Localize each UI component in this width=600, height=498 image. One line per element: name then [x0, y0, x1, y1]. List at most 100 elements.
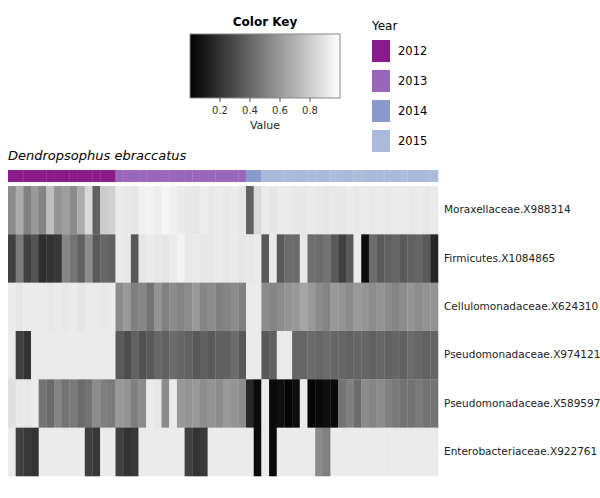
color-key-tick-label: 0.8	[302, 105, 318, 116]
heatmap-cell	[100, 283, 108, 332]
heatmap-cell	[16, 428, 24, 477]
heatmap-cell	[23, 379, 31, 428]
heatmap-cell	[369, 283, 377, 332]
legend-swatch	[372, 130, 390, 152]
heatmap-cell	[284, 331, 292, 380]
heatmap-cell	[131, 283, 139, 332]
heatmap-cell	[200, 331, 208, 380]
heatmap-cell	[292, 428, 300, 477]
heatmap-cell	[400, 428, 408, 477]
year-bar-cell	[39, 170, 47, 182]
heatmap-cell	[85, 379, 93, 428]
heatmap-cell	[223, 234, 231, 283]
heatmap-cell	[85, 234, 93, 283]
heatmap-cell	[277, 331, 285, 380]
heatmap-cell	[346, 234, 354, 283]
heatmap-cell	[384, 331, 392, 380]
heatmap-cell	[139, 234, 147, 283]
legend-entry: 2012	[398, 44, 427, 58]
heatmap-cell	[277, 283, 285, 332]
heatmap-cell	[39, 331, 47, 380]
heatmap-cell	[177, 283, 185, 332]
year-bar-cell	[246, 170, 254, 182]
year-bar-cell	[223, 170, 231, 182]
heatmap-cell	[277, 428, 285, 477]
heatmap-cell	[300, 428, 308, 477]
heatmap-cell	[77, 283, 85, 332]
heatmap-cell	[169, 283, 177, 332]
year-bar-cell	[338, 170, 346, 182]
heatmap-cell	[54, 331, 62, 380]
heatmap-cell	[261, 379, 269, 428]
heatmap-cell	[46, 283, 54, 332]
year-bar-cell	[131, 170, 139, 182]
year-bar-cell	[361, 170, 369, 182]
year-bar-cell	[254, 170, 262, 182]
year-bar-cell	[177, 170, 185, 182]
heatmap-cell	[177, 379, 185, 428]
heatmap-cell	[192, 428, 200, 477]
row-label: Pseudomonadaceae.X589597	[444, 397, 600, 409]
heatmap-cell	[46, 234, 54, 283]
heatmap-cell	[369, 331, 377, 380]
heatmap-cell	[392, 186, 400, 235]
heatmap-cell	[369, 428, 377, 477]
heatmap-cell	[269, 428, 277, 477]
heatmap-cell	[108, 186, 116, 235]
heatmap-cell	[231, 186, 239, 235]
heatmap-cell	[384, 234, 392, 283]
year-bar	[8, 170, 438, 182]
heatmap-cell	[238, 379, 246, 428]
heatmap-cell	[154, 379, 162, 428]
heatmap-cell	[238, 428, 246, 477]
heatmap-cell	[108, 234, 116, 283]
heatmap-cell	[300, 234, 308, 283]
heatmap-cell	[131, 186, 139, 235]
heatmap-cell	[8, 428, 16, 477]
heatmap-cell	[323, 331, 331, 380]
heatmap-cell	[277, 379, 285, 428]
heatmap-cell	[392, 379, 400, 428]
heatmap-cell	[100, 234, 108, 283]
heatmap-cell	[369, 186, 377, 235]
heatmap-cell	[139, 379, 147, 428]
year-bar-cell	[346, 170, 354, 182]
heatmap-cell	[423, 283, 431, 332]
year-bar-cell	[354, 170, 362, 182]
heatmap-cell	[246, 186, 254, 235]
heatmap-cell	[54, 283, 62, 332]
heatmap-cell	[162, 283, 170, 332]
year-bar-cell	[400, 170, 408, 182]
heatmap-cell	[208, 331, 216, 380]
heatmap-cell	[415, 234, 423, 283]
heatmap-cell	[254, 234, 262, 283]
year-bar-cell	[384, 170, 392, 182]
heatmap-cell	[215, 186, 223, 235]
heatmap-cell	[139, 283, 147, 332]
heatmap-cell	[315, 234, 323, 283]
heatmap-cell	[430, 331, 438, 380]
heatmap-cell	[269, 331, 277, 380]
heatmap-cell	[169, 186, 177, 235]
heatmap-cell	[384, 379, 392, 428]
heatmap-cell	[407, 283, 415, 332]
heatmap-cell	[23, 186, 31, 235]
heatmap-cell	[46, 331, 54, 380]
heatmap-cell	[238, 331, 246, 380]
year-bar-cell	[62, 170, 70, 182]
heatmap-cell	[39, 283, 47, 332]
heatmap-cell	[31, 428, 39, 477]
year-bar-cell	[269, 170, 277, 182]
heatmap-cell	[69, 428, 77, 477]
heatmap-cell	[331, 331, 339, 380]
heatmap-cell	[39, 428, 47, 477]
heatmap-cell	[430, 379, 438, 428]
heatmap-cell	[261, 234, 269, 283]
heatmap-cell	[423, 331, 431, 380]
heatmap-cell	[284, 428, 292, 477]
year-bar-cell	[77, 170, 85, 182]
year-bar-cell	[16, 170, 24, 182]
heatmap-cell	[123, 283, 131, 332]
heatmap-cell	[92, 331, 100, 380]
heatmap-cell	[246, 428, 254, 477]
